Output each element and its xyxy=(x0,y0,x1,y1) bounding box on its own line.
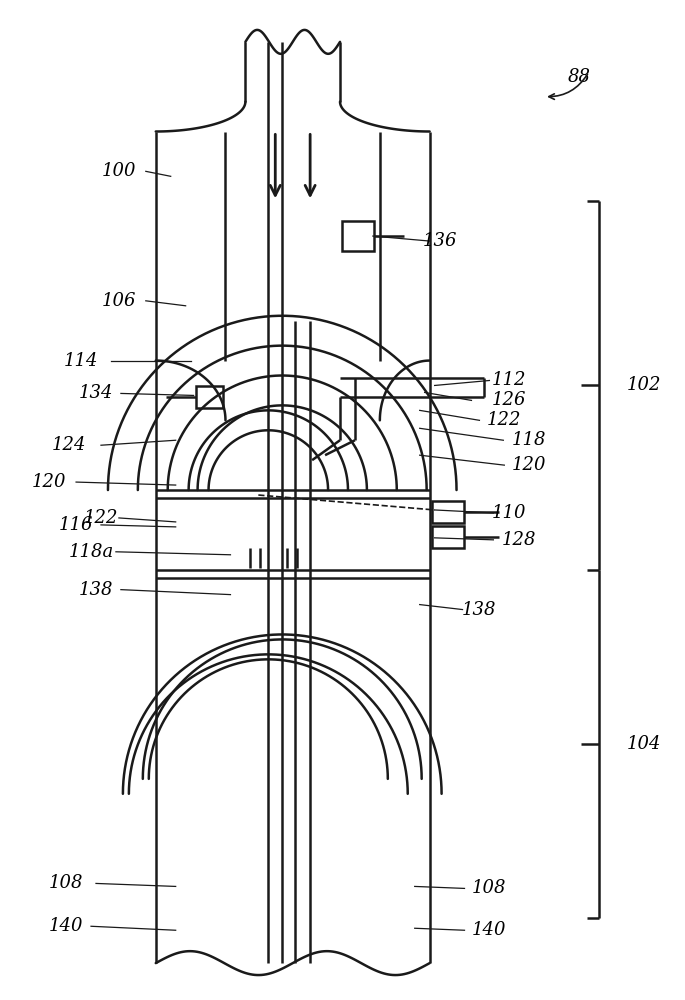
Text: 138: 138 xyxy=(79,581,113,599)
Text: 138: 138 xyxy=(462,601,497,619)
Text: 102: 102 xyxy=(627,376,661,394)
Text: 134: 134 xyxy=(79,384,113,402)
Bar xyxy=(432,526,464,548)
Text: 106: 106 xyxy=(101,292,136,310)
Text: 128: 128 xyxy=(502,531,536,549)
Text: 104: 104 xyxy=(627,735,661,753)
Text: 108: 108 xyxy=(472,879,507,897)
Text: 112: 112 xyxy=(492,371,527,389)
Text: 124: 124 xyxy=(52,436,86,454)
Text: 126: 126 xyxy=(492,391,527,409)
Bar xyxy=(342,221,374,251)
Text: 88: 88 xyxy=(568,68,590,86)
Text: 116: 116 xyxy=(59,516,93,534)
Text: 122: 122 xyxy=(487,411,521,429)
Text: 120: 120 xyxy=(512,456,547,474)
Text: 118a: 118a xyxy=(68,543,114,561)
Text: 110: 110 xyxy=(492,504,527,522)
Text: 136: 136 xyxy=(423,232,457,250)
Text: 120: 120 xyxy=(32,473,66,491)
Bar xyxy=(196,386,223,408)
Text: 114: 114 xyxy=(64,352,99,370)
Text: 140: 140 xyxy=(472,921,507,939)
Text: 122: 122 xyxy=(84,509,119,527)
Text: 140: 140 xyxy=(49,917,84,935)
Bar xyxy=(432,501,464,523)
Text: 108: 108 xyxy=(49,874,84,892)
Text: 100: 100 xyxy=(101,162,136,180)
Text: 118: 118 xyxy=(512,431,547,449)
